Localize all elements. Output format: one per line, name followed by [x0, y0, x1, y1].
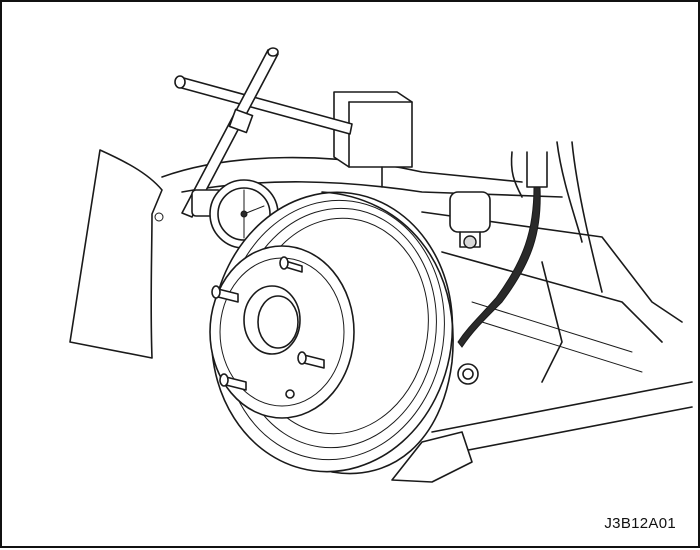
shock-mount [449, 191, 491, 249]
indicator-arm [174, 47, 353, 218]
figure-code: J3B12A01 [604, 515, 676, 532]
brake-hose [457, 141, 603, 348]
fender-panel [69, 149, 164, 359]
wheel-studs [211, 256, 325, 391]
brake-rotor [209, 191, 454, 475]
axle-bracket [391, 363, 479, 483]
magnetic-base [333, 91, 413, 188]
